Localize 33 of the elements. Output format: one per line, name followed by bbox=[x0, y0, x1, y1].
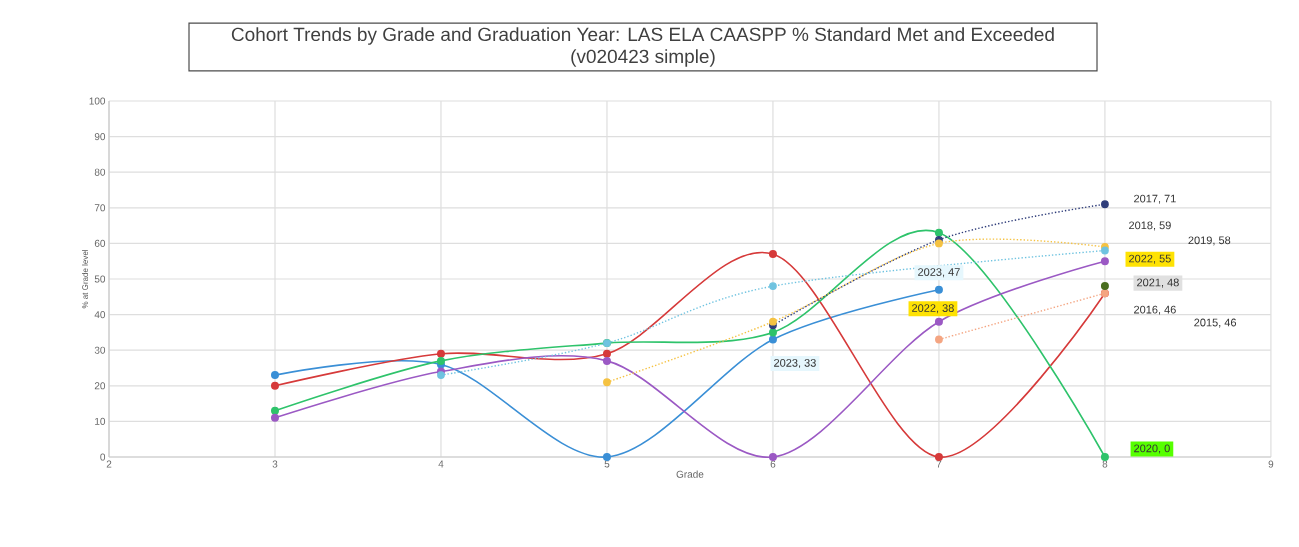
x-tick-label: 4 bbox=[438, 460, 444, 468]
chart-title: Cohort Trends by Grade and Graduation Year: LAS ELA CAASPP % Standard Met and Exceeded (v020423 simple) bbox=[231, 27, 1054, 67]
y-tick-label: 0 bbox=[100, 453, 106, 461]
annotation: 2019, 58 bbox=[1188, 236, 1231, 246]
annotation: 2018, 59 bbox=[1129, 221, 1171, 231]
y-tick-label: 100 bbox=[89, 97, 106, 105]
y-tick-label: 90 bbox=[94, 133, 106, 141]
annotation: 2023, 33 bbox=[774, 358, 816, 369]
y-tick-label: 30 bbox=[94, 346, 106, 354]
y-tick-label: 10 bbox=[95, 417, 106, 425]
annotation: 2021, 48 bbox=[1137, 278, 1179, 288]
annotation: 2022, 55 bbox=[1129, 254, 1171, 264]
y-tick-label: 40 bbox=[94, 311, 106, 319]
x-tick-label: 3 bbox=[272, 460, 278, 468]
y-tick-label: 50 bbox=[94, 275, 106, 283]
x-tick-label: 9 bbox=[1268, 460, 1274, 468]
x-axis-title: Grade bbox=[676, 470, 704, 478]
x-tick-label: 8 bbox=[1102, 460, 1108, 468]
y-tick-label: 80 bbox=[94, 168, 106, 176]
annotation: 2023, 47 bbox=[918, 268, 960, 278]
x-tick-label: 5 bbox=[604, 460, 610, 468]
annotation: 2016, 46 bbox=[1134, 305, 1176, 315]
x-tick-label: 7 bbox=[936, 460, 942, 468]
annotation: 2020, 0 bbox=[1134, 444, 1170, 454]
y-axis-title: % at Grade level bbox=[82, 249, 88, 309]
annotation: 2022, 38 bbox=[912, 304, 954, 314]
x-tick-label: 6 bbox=[770, 460, 776, 468]
x-tick-label: 2 bbox=[106, 460, 112, 468]
annotation: 2015, 46 bbox=[1194, 318, 1237, 328]
annotation: 2017, 71 bbox=[1134, 194, 1176, 204]
y-tick-label: 60 bbox=[94, 239, 106, 247]
y-tick-label: 70 bbox=[94, 204, 106, 212]
y-tick-label: 20 bbox=[94, 382, 106, 390]
